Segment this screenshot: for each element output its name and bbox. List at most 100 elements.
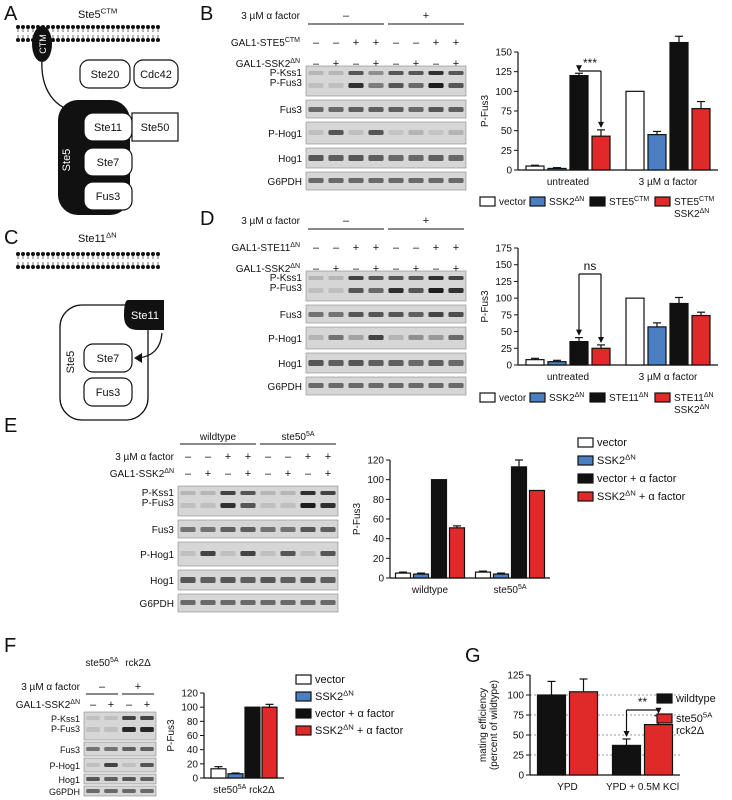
bar bbox=[669, 302, 689, 366]
blot-label: P-Hog1 bbox=[268, 129, 302, 140]
legend-label: SSK2ΔN + α factor bbox=[597, 489, 686, 503]
blot-band bbox=[368, 83, 384, 88]
treatment-sign: – bbox=[343, 10, 350, 22]
legend-label: STE5CTM bbox=[609, 196, 649, 208]
blot-band bbox=[122, 763, 136, 767]
lipid-head bbox=[71, 265, 75, 269]
lipid-head bbox=[41, 252, 45, 256]
label-superscript: ΔN bbox=[625, 489, 636, 498]
blot-band bbox=[388, 71, 404, 75]
lipid-head bbox=[81, 38, 85, 42]
lipid-head bbox=[136, 38, 140, 42]
blot-band bbox=[180, 600, 196, 605]
blot-band bbox=[200, 577, 216, 583]
bar bbox=[525, 359, 545, 366]
construct-label: GAL1-SSK2ΔN bbox=[16, 699, 80, 711]
lipid-head bbox=[16, 25, 20, 29]
legend-swatch bbox=[656, 693, 673, 704]
legend-swatch bbox=[577, 455, 594, 466]
ste5-label: Ste5 bbox=[61, 149, 73, 172]
blot-band bbox=[200, 600, 216, 605]
x-tick-label: untreated bbox=[547, 372, 589, 383]
label-base: SSK2 bbox=[549, 197, 575, 208]
lipid-head bbox=[71, 38, 75, 42]
bar bbox=[691, 314, 711, 366]
y-tick-label: 0 bbox=[192, 774, 198, 785]
label-base: vector + α factor bbox=[597, 473, 677, 485]
lipid-head bbox=[121, 25, 125, 29]
blot-band bbox=[280, 600, 296, 605]
lipid-head bbox=[66, 38, 70, 42]
blot-band bbox=[408, 130, 424, 135]
bar bbox=[625, 297, 645, 366]
bar bbox=[510, 466, 528, 579]
panel-e-chart: 0 20 40 60 80 100 120 wildtype ste505A P-Fus3 vect… bbox=[352, 437, 686, 596]
bar bbox=[611, 744, 642, 776]
lipid-head bbox=[121, 38, 125, 42]
label-base: rck2Δ bbox=[676, 725, 705, 737]
label-base: GAL1-SSK2 bbox=[16, 700, 71, 711]
lane-sign: – bbox=[413, 242, 420, 254]
legend-label: STE11ΔN bbox=[609, 392, 649, 404]
blot-label: P-Hog1 bbox=[140, 550, 174, 561]
construct-label: GAL1-STE5CTM bbox=[231, 37, 300, 49]
label-base: Ste5 bbox=[78, 9, 101, 21]
blot-band bbox=[348, 335, 364, 340]
panel-letter: B bbox=[200, 3, 213, 25]
blot-strip bbox=[305, 65, 467, 97]
label-superscript: ΔN bbox=[164, 468, 174, 475]
blot-label: P-Kss1 bbox=[142, 488, 175, 499]
blot-band bbox=[448, 276, 464, 280]
lane-sign: – bbox=[265, 468, 272, 480]
panel-letter: F bbox=[4, 635, 16, 657]
blot-band bbox=[368, 312, 384, 317]
lipid-head bbox=[86, 252, 90, 256]
blot-label: G6PDH bbox=[268, 382, 302, 393]
blot-band bbox=[220, 551, 236, 556]
blot-strip bbox=[305, 121, 467, 145]
lipid-head bbox=[96, 265, 100, 269]
legend-swatch bbox=[577, 473, 594, 484]
label-superscript: ΔN bbox=[290, 58, 300, 65]
arrow-head bbox=[655, 707, 662, 714]
fus3-box bbox=[83, 377, 133, 407]
lipid-head bbox=[146, 25, 150, 29]
y-axis-label: (percent of wildtype) bbox=[489, 680, 500, 770]
blot-strip bbox=[305, 304, 467, 324]
blot-band bbox=[328, 71, 344, 75]
lipid-head bbox=[111, 38, 115, 42]
blot-band bbox=[300, 527, 316, 532]
blot-label: Hog1 bbox=[278, 154, 302, 165]
panel-g-chart: 0 25 50 75 100 125 YPD YPD + 0.5M KCl mating eff… bbox=[478, 671, 716, 794]
label-base: SSK2 bbox=[674, 405, 700, 416]
y-tick-label: 60 bbox=[187, 731, 199, 742]
membrane-core bbox=[18, 30, 160, 37]
y-tick-label: 25 bbox=[501, 146, 513, 157]
legend-swatch bbox=[529, 392, 546, 403]
y-tick-label: 75 bbox=[501, 310, 513, 321]
blot-band bbox=[300, 503, 316, 508]
lipid-head bbox=[136, 252, 140, 256]
blot-band bbox=[260, 600, 276, 605]
blot-band bbox=[86, 777, 100, 781]
blot-band bbox=[448, 312, 464, 317]
lipid-head bbox=[146, 265, 150, 269]
lane-sign: + bbox=[225, 451, 231, 463]
blot-band bbox=[308, 178, 324, 183]
lipid-head bbox=[76, 25, 80, 29]
bar bbox=[227, 773, 244, 779]
label-base: SSK2 bbox=[597, 491, 625, 503]
lipid-head bbox=[36, 265, 40, 269]
y-tick-label: 80 bbox=[373, 495, 385, 506]
significance-label: ns bbox=[584, 259, 597, 273]
blot-band bbox=[260, 577, 276, 583]
ste50-box bbox=[131, 112, 179, 142]
blot-band bbox=[388, 312, 404, 317]
lipid-head bbox=[26, 252, 30, 256]
blot-band bbox=[348, 71, 364, 75]
label-superscript: ΔN bbox=[639, 392, 649, 399]
blot-label: G6PDH bbox=[49, 787, 80, 797]
lane-sign: – bbox=[313, 58, 320, 70]
lane-sign: – bbox=[333, 37, 340, 49]
